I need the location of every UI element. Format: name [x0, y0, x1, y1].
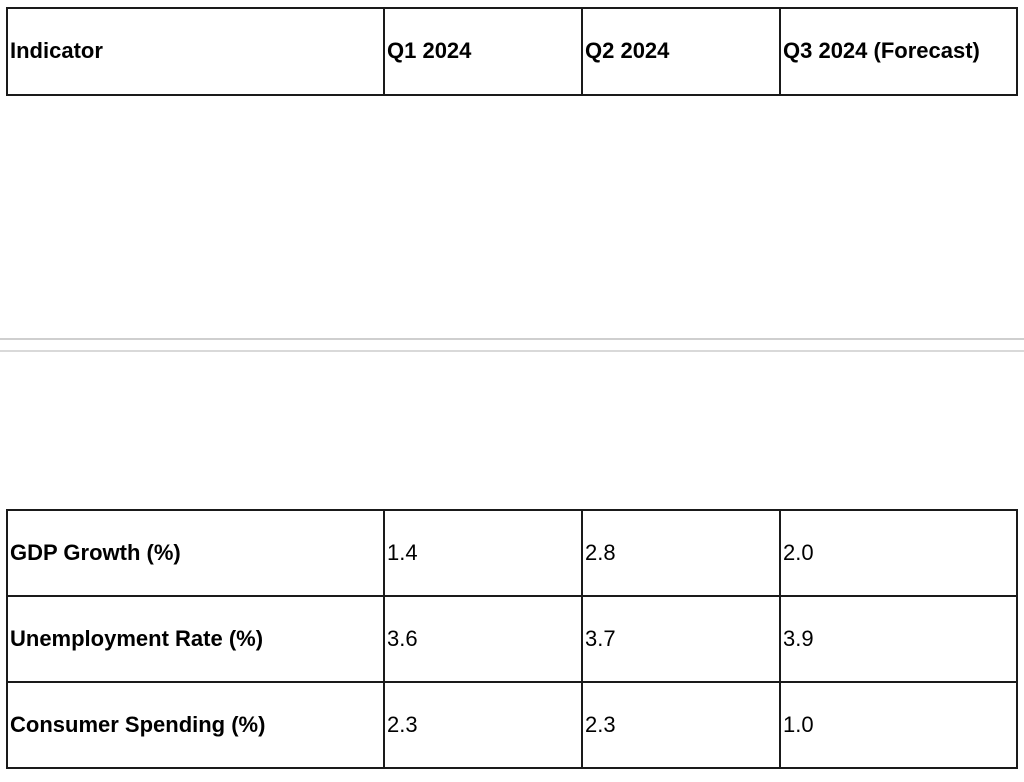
table-cell: 3.6 [383, 595, 583, 683]
table-cell: 1.0 [779, 681, 1018, 769]
header-indicator: Indicator [6, 7, 385, 96]
row-label: Unemployment Rate (%) [6, 595, 385, 683]
table-cell: 2.3 [581, 681, 781, 769]
table-cell: 1.4 [383, 509, 583, 597]
row-label: Consumer Spending (%) [6, 681, 385, 769]
page-divider [0, 338, 1024, 352]
table-cell: 3.9 [779, 595, 1018, 683]
row-label: GDP Growth (%) [6, 509, 385, 597]
header-q2-2024: Q2 2024 [581, 7, 781, 96]
table-cell: 3.7 [581, 595, 781, 683]
table-row: Unemployment Rate (%) 3.6 3.7 3.9 [6, 595, 1018, 683]
header-q1-2024: Q1 2024 [383, 7, 583, 96]
table-body: GDP Growth (%) 1.4 2.8 2.0 Unemployment … [6, 509, 1018, 769]
table-row: Consumer Spending (%) 2.3 2.3 1.0 [6, 681, 1018, 769]
header-q3-2024-forecast: Q3 2024 (Forecast) [779, 7, 1018, 96]
table-cell: 2.8 [581, 509, 781, 597]
table-cell: 2.0 [779, 509, 1018, 597]
table-row: GDP Growth (%) 1.4 2.8 2.0 [6, 509, 1018, 597]
table-header: Indicator Q1 2024 Q2 2024 Q3 2024 (Forec… [6, 7, 1018, 96]
header-row: Indicator Q1 2024 Q2 2024 Q3 2024 (Forec… [6, 7, 1018, 96]
table-cell: 2.3 [383, 681, 583, 769]
